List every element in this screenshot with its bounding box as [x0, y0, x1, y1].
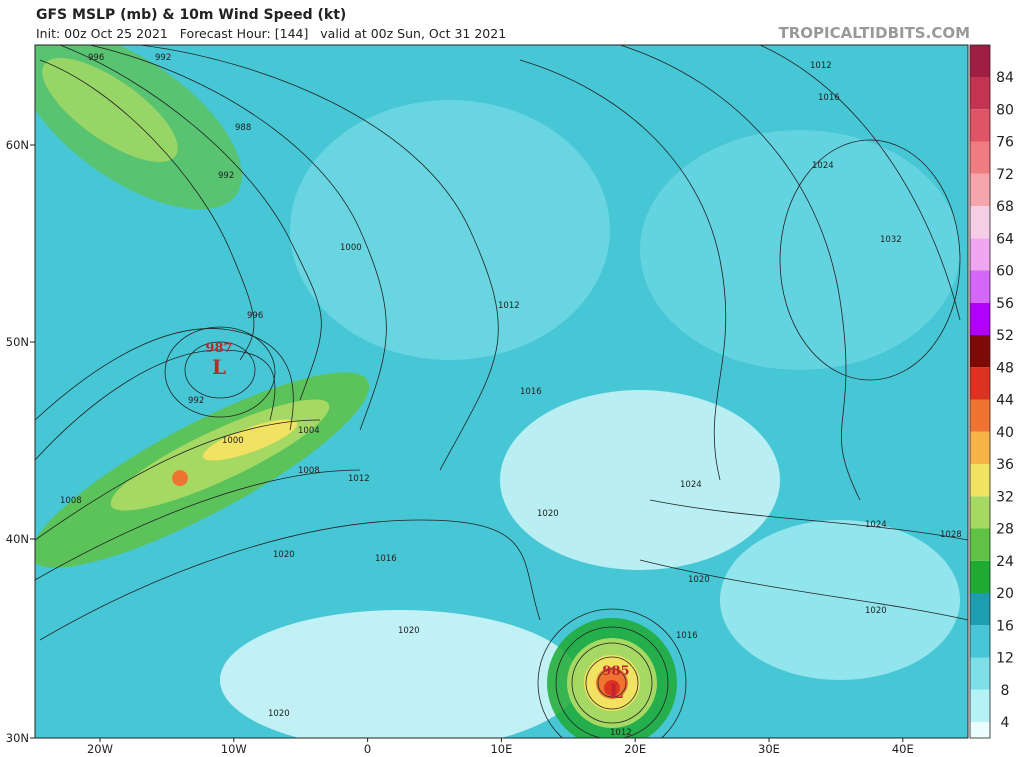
isobar-label: 1020 — [268, 709, 290, 719]
colorbar-label: 72 — [996, 167, 1014, 183]
colorbar-label: 84 — [996, 70, 1014, 86]
colorbar-label: 60 — [996, 264, 1014, 280]
isobar-label: 1016 — [375, 554, 397, 564]
colorbar-label: 32 — [996, 489, 1014, 505]
axes: 60N 50N 40N 30N 20W 10W 0 10E 20E 30E 40E — [6, 138, 914, 756]
colorbar-label: 16 — [996, 618, 1014, 634]
isobar-label: 1012 — [810, 61, 832, 71]
colorbar-segment — [970, 45, 990, 77]
colorbar-segment — [970, 238, 990, 271]
isobar-label: 1012 — [348, 474, 370, 484]
colorbar-label: 68 — [996, 199, 1014, 215]
isobar-label: 1012 — [610, 728, 632, 738]
low-symbol: L — [212, 355, 226, 379]
colorbar-segment — [970, 77, 990, 110]
colorbar-label: 24 — [996, 554, 1014, 570]
colorbar-segment — [970, 657, 990, 690]
isobar-label: 1008 — [60, 496, 82, 506]
colorbar-segment — [970, 593, 990, 626]
colorbar-segment — [970, 141, 990, 174]
lat-label: 40N — [6, 532, 29, 546]
colorbar-label: 40 — [996, 425, 1014, 441]
isobar-label: 1024 — [680, 480, 702, 490]
colorbar-frame — [969, 44, 991, 739]
low-pressure: 987 — [205, 341, 232, 356]
low-symbol: L — [609, 679, 623, 703]
lat-label: 30N — [6, 731, 29, 745]
colorbar-segment — [970, 270, 990, 303]
lon-label: 20W — [87, 742, 113, 756]
lon-label: 10W — [221, 742, 247, 756]
colorbar-label: 8 — [1001, 683, 1010, 699]
colorbar-label: 80 — [996, 102, 1014, 118]
isobar-label: 1020 — [865, 606, 887, 616]
isobar-label: 1020 — [273, 550, 295, 560]
colorbar-label: 48 — [996, 360, 1014, 376]
colorbar-label: 44 — [996, 393, 1014, 409]
colorbar-segment — [970, 109, 990, 142]
lat-label: 60N — [6, 138, 29, 152]
colorbar-label: 76 — [996, 135, 1014, 151]
isobar-label: 988 — [235, 123, 251, 133]
colorbar-segment — [970, 302, 990, 335]
colorbar-label: 52 — [996, 328, 1014, 344]
isobar-label: 996 — [247, 311, 263, 321]
colorbar-segment — [970, 528, 990, 561]
title: GFS MSLP (mb) & 10m Wind Speed (kt) — [36, 7, 346, 23]
colorbar-segment — [970, 722, 990, 738]
isobar-label: 1024 — [812, 161, 834, 171]
colorbar-segment — [970, 625, 990, 658]
subtitle: Init: 00z Oct 25 2021 Forecast Hour: [14… — [36, 26, 506, 41]
isobar-label: 992 — [218, 171, 234, 181]
lon-label: 30E — [758, 742, 780, 756]
isobar-label: 1020 — [688, 575, 710, 585]
lat-label: 50N — [6, 335, 29, 349]
isobar-label: 1016 — [520, 387, 542, 397]
isobar-label: 1008 — [298, 466, 320, 476]
isobar-label: 992 — [155, 53, 171, 63]
colorbar-label: 4 — [1001, 715, 1010, 731]
colorbar-segment — [970, 496, 990, 529]
colorbar-segment — [970, 689, 990, 722]
isobar-label: 996 — [88, 53, 104, 63]
colorbar-label: 28 — [996, 522, 1014, 538]
colorbar-segment — [970, 560, 990, 593]
colorbar-segment — [970, 399, 990, 432]
isobar-label: 1000 — [222, 436, 244, 446]
colorbar-label: 56 — [996, 296, 1014, 312]
low-pressure: 985 — [602, 664, 629, 679]
colorbar-segment — [970, 206, 990, 239]
isobar-label: 1028 — [940, 530, 962, 540]
lon-label: 0 — [364, 742, 371, 756]
colorbar-label: 20 — [996, 586, 1014, 602]
colorbar-label: 12 — [996, 651, 1014, 667]
colorbar-segment — [970, 431, 990, 464]
colorbar-label: 36 — [996, 457, 1014, 473]
isobar-label: 1012 — [498, 301, 520, 311]
isobar-label: 1004 — [298, 426, 320, 436]
isobar-label: 1016 — [818, 93, 840, 103]
colorbar-segment — [970, 335, 990, 368]
isobar-label: 1020 — [537, 509, 559, 519]
isobar-labels: 996 992 988 992 1000 996 992 1000 1004 1… — [60, 53, 962, 738]
map — [35, 45, 968, 738]
site-name: TROPICALTIDBITS.COM — [779, 24, 971, 42]
isobar-label: 1020 — [398, 626, 420, 636]
isobar-label: 1024 — [865, 520, 887, 530]
lon-label: 20E — [624, 742, 646, 756]
isobar-label: 1016 — [676, 631, 698, 641]
isobar-label: 1000 — [340, 243, 362, 253]
colorbar-segment — [970, 367, 990, 400]
lon-label: 40E — [892, 742, 914, 756]
colorbar-label: 64 — [996, 231, 1014, 247]
isobar-label: 992 — [188, 396, 204, 406]
colorbar-segment — [970, 464, 990, 497]
isobar-label: 1032 — [880, 235, 902, 245]
colorbar-segment — [970, 173, 990, 206]
lon-label: 10E — [490, 742, 512, 756]
